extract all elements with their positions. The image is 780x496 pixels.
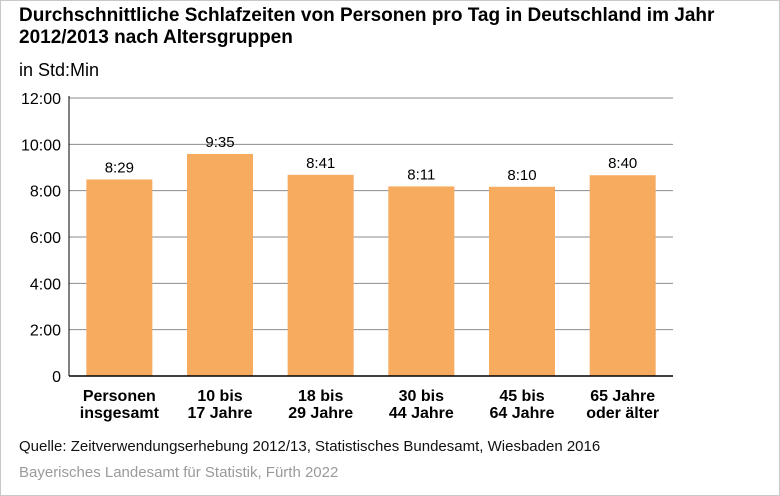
x-tick-label: 65 Jahre (590, 388, 655, 405)
data-label: 8:10 (507, 167, 536, 184)
x-tick-label: Personen (83, 388, 156, 405)
data-label: 8:29 (105, 159, 134, 176)
publisher-note: Bayerisches Landesamt für Statistik, Für… (19, 464, 339, 481)
source-note: Quelle: Zeitverwendungserhebung 2012/13,… (19, 438, 601, 455)
x-tick-label: insgesamt (80, 405, 160, 422)
data-label: 8:11 (407, 166, 435, 183)
x-tick-label: oder älter (586, 405, 659, 422)
chart-title: Durchschnittliche Schlafzeiten von Perso… (19, 5, 715, 48)
x-tick-label: 30 bis (399, 388, 444, 405)
bar (187, 153, 253, 376)
x-tick-label: 17 Jahre (188, 405, 253, 422)
y-tick-label: 6:00 (30, 230, 61, 247)
bar (287, 174, 354, 376)
y-tick-label: 8:00 (30, 184, 61, 201)
y-tick-label: 4:00 (30, 276, 61, 293)
y-tick-label: 2:00 (30, 323, 61, 340)
x-tick-label: 10 bis (197, 388, 242, 405)
bar (86, 179, 153, 376)
bar (388, 186, 455, 376)
data-label: 8:41 (306, 155, 335, 172)
data-label: 8:40 (608, 155, 637, 172)
x-tick-label: 64 Jahre (490, 405, 555, 422)
bar (589, 175, 656, 376)
y-tick-label: 0 (52, 369, 61, 386)
data-label: 9:35 (205, 134, 234, 151)
x-tick-label: 45 bis (499, 388, 544, 405)
bar (489, 186, 555, 376)
x-tick-label: 18 bis (298, 388, 343, 405)
chart-subtitle: in Std:Min (19, 60, 100, 80)
x-tick-label: 44 Jahre (389, 405, 454, 422)
y-tick-label: 10:00 (21, 137, 61, 154)
y-tick-label: 12:00 (21, 91, 61, 108)
x-tick-label: 29 Jahre (288, 405, 353, 422)
